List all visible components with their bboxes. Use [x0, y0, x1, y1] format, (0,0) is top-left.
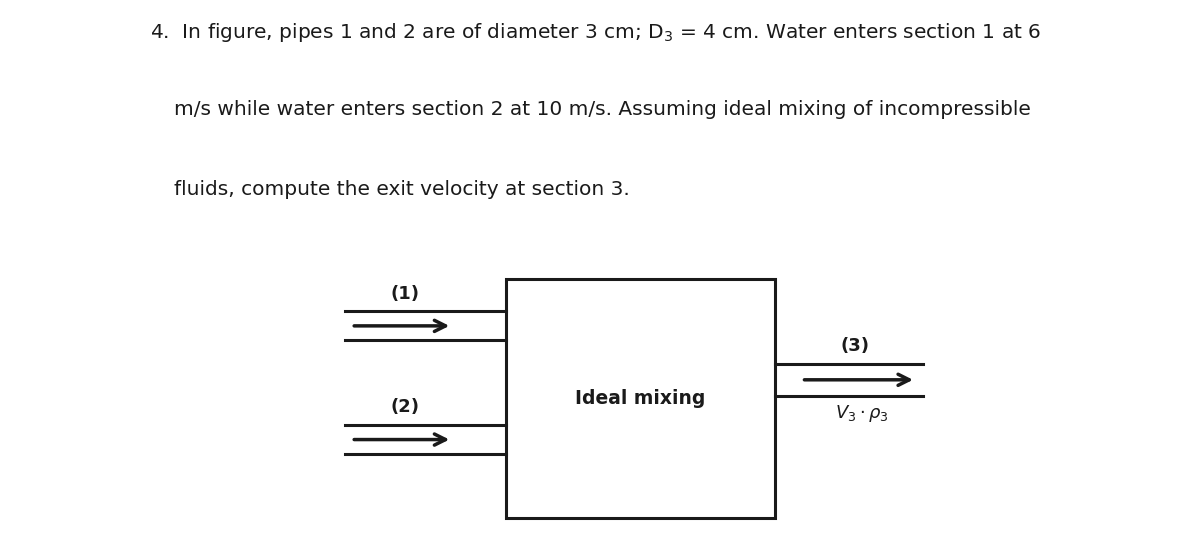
Text: 4.  In figure, pipes 1 and 2 are of diameter 3 cm; D$_3$ = 4 cm. Water enters se: 4. In figure, pipes 1 and 2 are of diame… [150, 21, 1042, 44]
Text: $V_3 \cdot \rho_3$: $V_3 \cdot \rho_3$ [835, 403, 889, 424]
Text: m/s while water enters section 2 at 10 m/s. Assuming ideal mixing of incompressi: m/s while water enters section 2 at 10 m… [174, 100, 1031, 119]
Text: (3): (3) [841, 337, 870, 355]
Text: (1): (1) [391, 284, 420, 303]
Text: Ideal mixing: Ideal mixing [575, 389, 706, 408]
Text: (2): (2) [391, 398, 420, 416]
Bar [506, 279, 775, 518]
Text: fluids, compute the exit velocity at section 3.: fluids, compute the exit velocity at sec… [174, 179, 630, 199]
